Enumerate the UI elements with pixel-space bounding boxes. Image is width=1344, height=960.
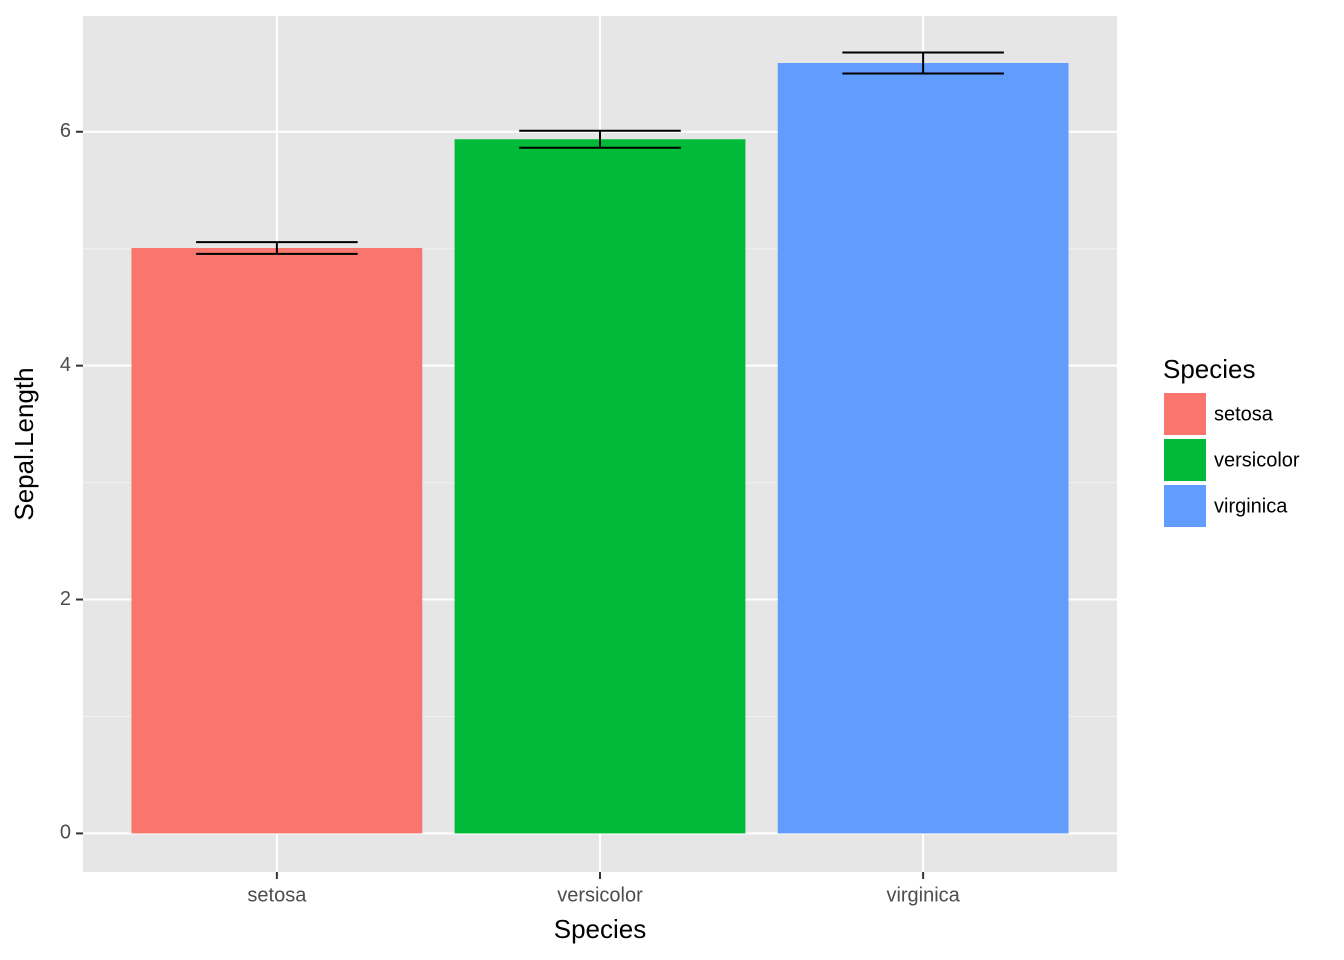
error-bar <box>519 129 681 149</box>
y-tick-label: 0 <box>60 822 71 844</box>
y-tick-label: 2 <box>60 588 71 610</box>
x-axis-title: Species <box>554 914 647 944</box>
legend-label: setosa <box>1214 403 1274 425</box>
error-bar <box>842 51 1004 75</box>
x-tick-label: virginica <box>886 884 960 906</box>
legend-label: virginica <box>1214 495 1288 517</box>
y-tick-label: 6 <box>60 120 71 142</box>
error-bar <box>196 241 358 255</box>
legend-label: versicolor <box>1214 449 1300 471</box>
legend-key <box>1164 393 1206 435</box>
legend-title: Species <box>1163 354 1256 384</box>
bar <box>131 248 423 834</box>
bar <box>777 63 1069 834</box>
x-tick-label: setosa <box>247 884 307 906</box>
legend-key <box>1164 439 1206 481</box>
y-axis-title: Sepal.Length <box>9 367 39 520</box>
bar <box>454 139 746 834</box>
legend-key <box>1164 485 1206 527</box>
x-tick-label: versicolor <box>557 884 643 906</box>
y-tick-label: 4 <box>60 354 71 376</box>
